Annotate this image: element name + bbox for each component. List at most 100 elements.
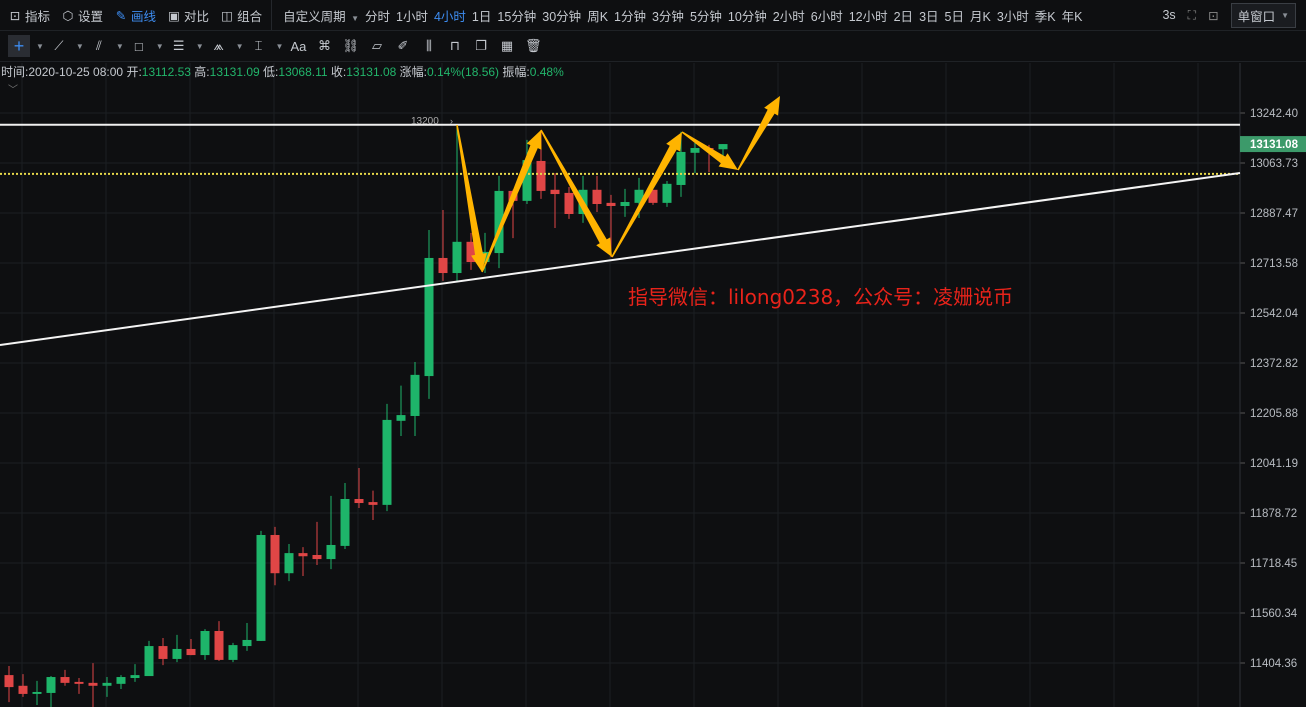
add-window-icon[interactable]: ⊡ bbox=[1208, 8, 1219, 23]
period-tab[interactable]: 6小时 bbox=[810, 9, 843, 24]
fib-tool[interactable]: ⌘ bbox=[313, 35, 335, 57]
window-mode-label: 单窗口 bbox=[1237, 9, 1276, 24]
period-tab[interactable]: 1分钟 bbox=[614, 9, 646, 24]
candle-body bbox=[368, 502, 378, 505]
low-label: 低: bbox=[263, 65, 279, 79]
drawing-toolbar: + ▼ ⟋ ▼ ⫽ ▼ □ ▼ ☰ ▼ ⩕ ▼ ⌶ ▼ Aa ⌘ ⛓ ▱ ✐ ⫼ ⊓ ❐ ▦ 🗑 bbox=[0, 30, 1306, 62]
parallel-line-icon: ⫽ bbox=[95, 38, 102, 53]
yellow-arrow bbox=[611, 132, 682, 258]
period-tab[interactable]: 1日 bbox=[471, 9, 492, 24]
period-tab[interactable]: 10分钟 bbox=[727, 9, 767, 24]
pattern-tool[interactable]: ⩕ bbox=[208, 35, 230, 57]
candle bbox=[116, 675, 126, 690]
candle-body bbox=[88, 682, 98, 686]
period-tab[interactable]: 3日 bbox=[919, 9, 939, 24]
text-tool[interactable]: Aa bbox=[287, 35, 309, 57]
y-tick-label: 12041.19 bbox=[1250, 458, 1298, 470]
candle-pattern-tool[interactable]: ⫼ bbox=[418, 35, 440, 57]
candle-body bbox=[18, 685, 28, 694]
period-tab[interactable]: 5日 bbox=[944, 9, 964, 24]
chevron-down-icon[interactable]: ▼ bbox=[75, 41, 84, 51]
candle bbox=[382, 403, 392, 512]
rectangle-icon: □ bbox=[134, 38, 143, 54]
refresh-interval[interactable]: 3s bbox=[1162, 8, 1176, 22]
last-price-tag bbox=[1240, 136, 1306, 153]
crosshair-tool[interactable]: + bbox=[8, 35, 30, 57]
y-tick-label: 12713.58 bbox=[1250, 258, 1298, 270]
toolbar-pencil-button[interactable]: ✎ 画线 bbox=[106, 6, 159, 25]
candle-body bbox=[452, 241, 462, 274]
chevron-down-icon[interactable]: ▼ bbox=[115, 41, 124, 51]
candle bbox=[144, 640, 154, 677]
candle bbox=[662, 181, 672, 207]
period-tab[interactable]: 30分钟 bbox=[542, 9, 582, 24]
fullscreen-icon[interactable]: ⛶ bbox=[1187, 7, 1197, 22]
candle-body bbox=[634, 189, 644, 203]
gear-icon: ⬡ bbox=[62, 8, 74, 23]
period-tab[interactable]: 2小时 bbox=[772, 9, 805, 24]
candle-body bbox=[592, 189, 602, 205]
candle-body bbox=[522, 160, 532, 201]
chevron-down-icon[interactable]: ▼ bbox=[235, 41, 244, 51]
period-tab[interactable]: 季K bbox=[1034, 9, 1056, 24]
template-tool[interactable]: ▦ bbox=[496, 35, 518, 57]
yellow-arrow bbox=[681, 131, 738, 170]
candle bbox=[354, 467, 364, 508]
candle bbox=[102, 677, 112, 697]
period-tab[interactable]: 3小时 bbox=[996, 9, 1029, 24]
toolbar-layout-button[interactable]: ◫ 组合 bbox=[212, 6, 265, 25]
collapse-chevron-icon[interactable]: ﹀ bbox=[8, 85, 18, 96]
candle-body bbox=[690, 148, 700, 153]
high-value: 13131.09 bbox=[209, 65, 260, 79]
y-tick-label: 12205.88 bbox=[1250, 408, 1298, 420]
period-tab[interactable]: 年K bbox=[1061, 9, 1083, 24]
brush-tool[interactable]: ✐ bbox=[392, 35, 414, 57]
custom-period-dropdown[interactable]: 自定义周期 ▼ bbox=[280, 6, 362, 25]
time-label: 时间: bbox=[1, 65, 29, 79]
period-tab[interactable]: 1小时 bbox=[396, 9, 428, 24]
toolbar-gear-button[interactable]: ⬡ 设置 bbox=[53, 6, 106, 25]
link-tool[interactable]: ⛓ bbox=[339, 35, 362, 57]
rectangle-tool[interactable]: □ bbox=[128, 35, 150, 57]
candle-body bbox=[718, 144, 728, 150]
parallel-line-tool[interactable]: ⫽ bbox=[88, 35, 110, 57]
period-tab[interactable]: 月K bbox=[969, 9, 991, 24]
lock-tool[interactable]: ⊓ bbox=[444, 35, 466, 57]
candle-body bbox=[326, 544, 336, 560]
period-tab[interactable]: 分时 bbox=[365, 9, 391, 24]
candle-body bbox=[494, 190, 504, 254]
period-tab[interactable]: 周K bbox=[587, 9, 609, 24]
high-marker-label: 13200 bbox=[411, 116, 439, 127]
chevron-down-icon[interactable]: ▼ bbox=[155, 41, 164, 51]
period-tab[interactable]: 4小时 bbox=[433, 9, 466, 24]
period-tab[interactable]: 12小时 bbox=[848, 9, 888, 24]
chevron-down-icon[interactable]: ▼ bbox=[195, 41, 204, 51]
chevron-down-icon: ▼ bbox=[351, 13, 359, 23]
period-tab[interactable]: 3分钟 bbox=[651, 9, 684, 24]
trend-line-tool[interactable]: ⟋ bbox=[48, 35, 70, 57]
candle-body bbox=[144, 646, 154, 677]
chevron-down-icon[interactable]: ▼ bbox=[36, 41, 44, 51]
candle bbox=[32, 680, 42, 705]
copy-tool[interactable]: ❐ bbox=[470, 35, 492, 57]
copy-icon: ❐ bbox=[475, 38, 487, 53]
candle bbox=[424, 230, 434, 399]
chevron-down-icon[interactable]: ▼ bbox=[275, 41, 284, 51]
period-tab[interactable]: 2日 bbox=[893, 9, 914, 24]
candle-body bbox=[284, 553, 294, 574]
toolbar-chart-line-button[interactable]: ⊡ 指标 bbox=[0, 6, 53, 25]
toolbar-compare-button[interactable]: ▣ 对比 bbox=[159, 6, 212, 25]
measure-tool[interactable]: ⌶ bbox=[248, 35, 270, 57]
candlestick-chart[interactable]: 13242.40 13063.73 12887.47 12713.58 12542.04… bbox=[0, 63, 1306, 707]
window-mode-dropdown[interactable]: 单窗口 ▼ bbox=[1230, 2, 1296, 28]
period-tab[interactable]: 15分钟 bbox=[497, 9, 537, 24]
text-icon: Aa bbox=[290, 38, 307, 54]
open-value: 13112.53 bbox=[141, 65, 191, 79]
close-label: 收: bbox=[330, 65, 347, 79]
ruler-tool[interactable]: ▱ bbox=[366, 35, 388, 57]
candle bbox=[396, 385, 406, 436]
trash-tool[interactable]: 🗑 bbox=[522, 35, 545, 57]
crosshair-icon: + bbox=[13, 35, 25, 56]
horizontal-lines-tool[interactable]: ☰ bbox=[168, 35, 190, 57]
period-tab[interactable]: 5分钟 bbox=[689, 9, 722, 24]
